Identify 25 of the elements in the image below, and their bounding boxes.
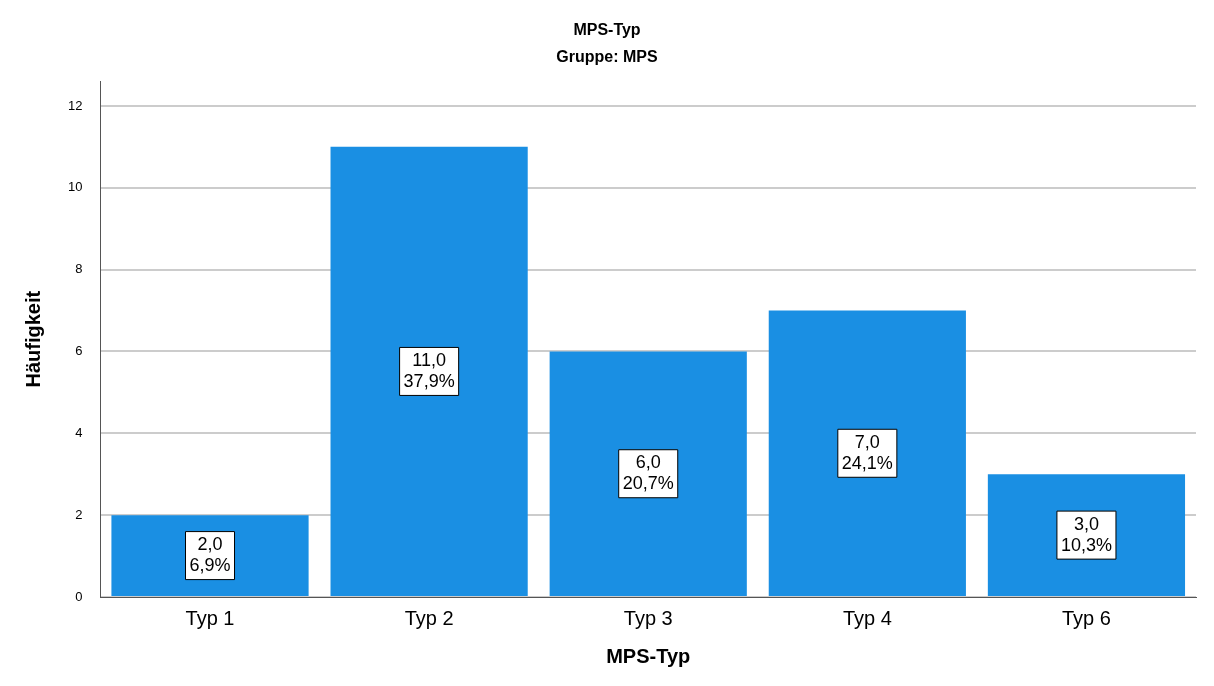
x-tick-label: Typ 2 — [404, 606, 454, 629]
data-label: 2,0 6,9% — [189, 534, 231, 576]
data-label: 6,0 20,7% — [622, 452, 674, 494]
x-tick-label: Typ 4 — [842, 606, 892, 629]
bar — [768, 310, 966, 596]
y-tick-label: 6 — [75, 343, 83, 359]
y-axis-title: Häufigkeit — [21, 290, 44, 388]
bar — [330, 146, 528, 596]
x-tick-label: Typ 6 — [1061, 606, 1111, 629]
data-label: 3,0 10,3% — [1060, 513, 1112, 555]
bar — [987, 474, 1186, 596]
data-label: 11,0 37,9% — [403, 349, 455, 391]
bar — [549, 351, 747, 596]
chart-title: MPS-Typ — [573, 21, 641, 39]
data-label: 7,0 24,1% — [841, 431, 893, 473]
y-tick-label: 0 — [75, 588, 83, 604]
x-axis-title: MPS-Typ — [606, 644, 691, 667]
y-tick-label: 10 — [67, 179, 83, 195]
chart-subtitle: Gruppe: MPS — [556, 48, 658, 66]
x-tick-label: Typ 3 — [623, 606, 673, 629]
y-tick-label: 12 — [67, 97, 83, 113]
y-tick-label: 2 — [75, 506, 83, 522]
y-tick-label: 4 — [75, 424, 83, 440]
x-tick-label: Typ 1 — [185, 606, 235, 629]
y-tick-label: 8 — [75, 261, 83, 277]
